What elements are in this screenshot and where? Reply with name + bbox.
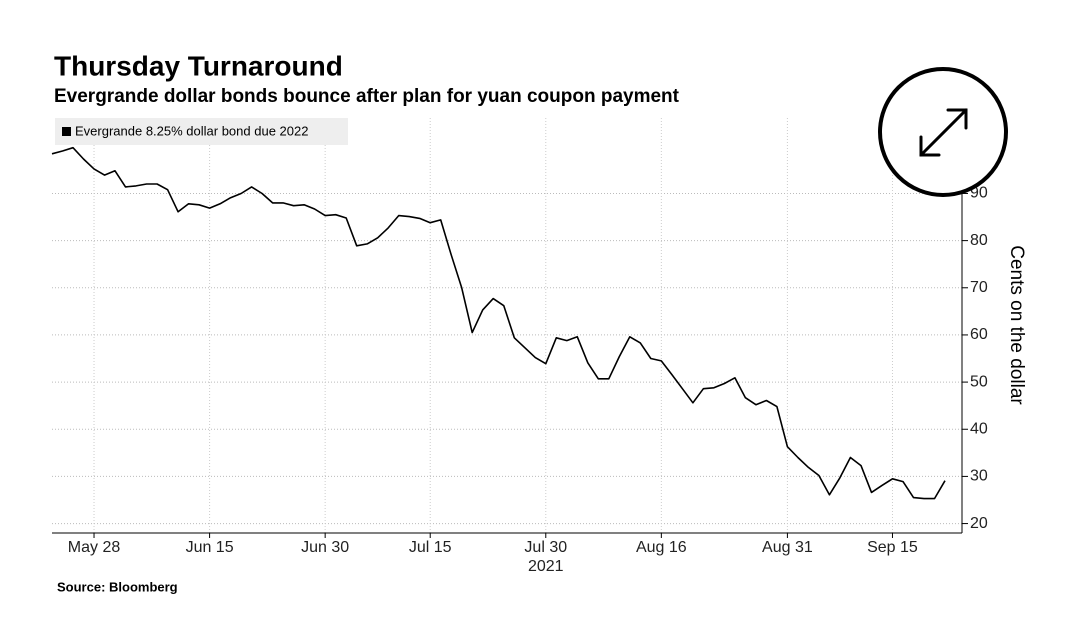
chart-subtitle: Evergrande dollar bonds bounce after pla… [54, 86, 680, 107]
legend-label: Evergrande 8.25% dollar bond due 2022 [75, 123, 308, 138]
x-tick-label: Sep 15 [867, 539, 918, 556]
y-tick-label: 20 [970, 515, 988, 532]
legend: Evergrande 8.25% dollar bond due 2022 [55, 118, 348, 145]
x-tick-label: May 28 [68, 539, 121, 556]
y-axis-label: Cents on the dollar [1006, 245, 1027, 405]
y-tick-label: 40 [970, 420, 988, 437]
y-tick-label: 90 [970, 185, 988, 202]
legend-background [55, 118, 348, 145]
series-line [51, 146, 946, 500]
x-tick-label: Jun 15 [186, 539, 234, 556]
x-axis-label: 2021 [528, 558, 564, 575]
y-tick-label: 70 [970, 279, 988, 296]
expand-icon [919, 108, 968, 157]
x-tick-label: Jul 30 [524, 539, 567, 556]
y-tick-label: 60 [970, 326, 988, 343]
y-tick-label: 50 [970, 373, 988, 390]
source: Source: Bloomberg [57, 579, 178, 594]
x-tick-label: Aug 31 [762, 539, 813, 556]
x-tick-label: Jul 15 [409, 539, 452, 556]
x-tick-label: Jun 30 [301, 539, 349, 556]
y-tick-label: 30 [970, 468, 988, 485]
x-tick-label: Aug 16 [636, 539, 687, 556]
expand-button[interactable] [878, 67, 1008, 197]
chart-title: Thursday Turnaround [54, 50, 343, 81]
y-tick-label: 80 [970, 232, 988, 249]
legend-swatch [62, 127, 71, 136]
